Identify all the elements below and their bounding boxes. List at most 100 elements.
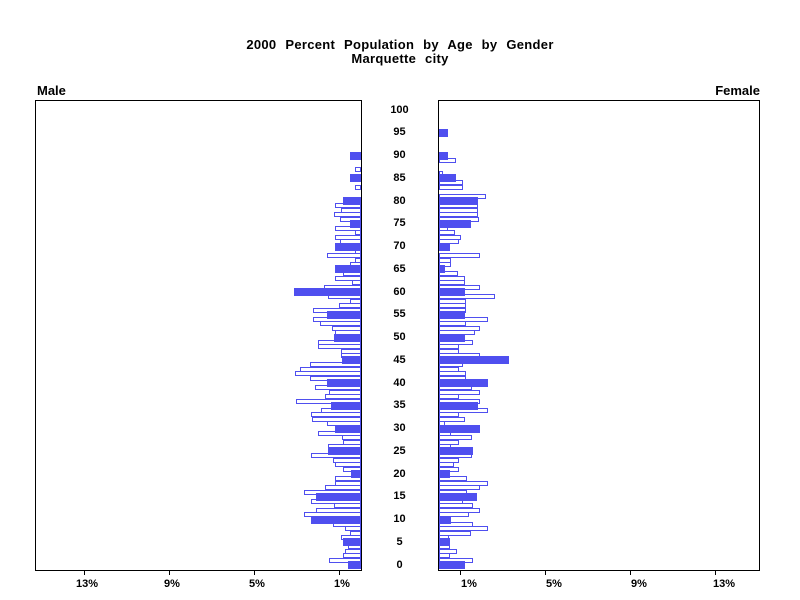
- female-side-label: Female: [715, 83, 760, 98]
- age-tick-label-50: 50: [393, 331, 406, 343]
- bar-male-age-3: [345, 549, 361, 554]
- bar-male-age-78: [341, 208, 361, 213]
- bar-female-age-5: [439, 538, 450, 546]
- bar-female-age-80: [439, 197, 478, 205]
- bar-male-age-7: [350, 531, 361, 536]
- bar-female-age-59: [439, 294, 495, 299]
- age-tick-label-60: 60: [393, 286, 406, 298]
- age-tick-label-40: 40: [393, 377, 406, 389]
- age-tick-label-75: 75: [393, 217, 406, 229]
- bar-female-age-0: [439, 561, 465, 569]
- chart-title: 2000 Percent Population by Age by Gender: [246, 37, 554, 52]
- male-tick-label-5%: 5%: [249, 578, 265, 590]
- bar-male-age-38: [329, 390, 361, 395]
- female-tick-1%: [460, 570, 461, 575]
- bar-male-age-75: [350, 220, 361, 228]
- age-tick-label-70: 70: [393, 240, 406, 252]
- bar-female-age-35: [439, 402, 478, 410]
- age-tick-label-25: 25: [393, 445, 406, 457]
- bar-female-age-19: [439, 476, 467, 481]
- age-tick-label-95: 95: [393, 126, 406, 138]
- bar-female-age-52: [439, 326, 480, 331]
- bar-female-age-15: [439, 493, 477, 501]
- chart-subtitle: Marquette city: [351, 51, 449, 66]
- bar-male-age-25: [328, 447, 361, 455]
- bar-male-age-30: [335, 425, 361, 433]
- bar-male-age-10: [311, 516, 361, 524]
- bar-male-age-55: [327, 311, 361, 319]
- bar-female-age-50: [439, 334, 465, 342]
- bar-male-age-65: [335, 265, 361, 273]
- bar-female-age-78: [439, 208, 478, 213]
- bar-female-age-23: [439, 458, 459, 463]
- bar-female-age-18: [439, 481, 488, 486]
- bar-female-age-3: [439, 549, 457, 554]
- age-tick-label-80: 80: [393, 195, 406, 207]
- female-tick-5%: [545, 570, 546, 575]
- age-tick-label-15: 15: [393, 490, 406, 502]
- female-tick-9%: [630, 570, 631, 575]
- bar-female-age-25: [439, 447, 473, 455]
- bar-male-age-67: [355, 258, 361, 263]
- bar-male-age-50: [334, 334, 361, 342]
- bar-male-age-0: [348, 561, 361, 569]
- age-tick-label-85: 85: [393, 172, 406, 184]
- male-tick-label-1%: 1%: [334, 578, 350, 590]
- bar-male-age-27: [343, 440, 361, 445]
- bar-female-age-64: [439, 271, 458, 276]
- age-tick-label-90: 90: [393, 149, 406, 161]
- age-tick-label-5: 5: [396, 536, 403, 548]
- male-tick-label-13%: 13%: [75, 578, 99, 590]
- bar-male-age-36: [296, 399, 361, 404]
- bar-female-age-60: [439, 288, 465, 296]
- bar-female-age-7: [439, 531, 471, 536]
- female-tick-label-13%: 13%: [712, 578, 736, 590]
- bar-female-age-70: [439, 243, 450, 251]
- bar-male-age-52: [332, 326, 361, 331]
- bar-male-age-35: [331, 402, 361, 410]
- bar-female-age-43: [439, 367, 459, 372]
- age-tick-label-100: 100: [390, 104, 409, 116]
- bar-male-age-44: [310, 362, 361, 367]
- male-tick-5%: [254, 570, 255, 575]
- male-tick-13%: [84, 570, 85, 575]
- female-tick-13%: [715, 570, 716, 575]
- bar-male-age-80: [343, 197, 361, 205]
- bar-male-age-70: [335, 243, 361, 251]
- bar-male-age-32: [312, 417, 361, 422]
- age-tick-label-10: 10: [393, 513, 406, 525]
- bar-female-age-63: [439, 276, 465, 281]
- bar-male-age-87: [355, 167, 361, 172]
- male-tick-label-9%: 9%: [164, 578, 180, 590]
- female-tick-label-1%: 1%: [461, 578, 477, 590]
- bar-female-age-27: [439, 440, 459, 445]
- bar-female-age-90: [439, 152, 448, 160]
- bar-female-age-55: [439, 311, 465, 319]
- bar-female-age-47: [439, 349, 459, 354]
- bar-male-age-90: [350, 152, 361, 160]
- bar-female-age-95: [439, 129, 448, 137]
- bar-male-age-15: [316, 493, 361, 501]
- bar-male-age-43: [300, 367, 361, 372]
- bar-female-age-30: [439, 425, 480, 433]
- bar-female-age-72: [439, 235, 461, 240]
- age-tick-label-65: 65: [393, 263, 406, 275]
- bar-male-age-85: [350, 174, 361, 182]
- age-tick-label-0: 0: [396, 559, 403, 571]
- bar-male-age-83: [355, 185, 361, 190]
- bar-female-age-58: [439, 299, 466, 304]
- female-tick-label-9%: 9%: [631, 578, 647, 590]
- bar-male-age-20: [351, 470, 361, 478]
- bar-male-age-63: [335, 276, 361, 281]
- bar-female-age-83: [439, 185, 463, 190]
- female-panel: [438, 100, 760, 571]
- male-tick-1%: [339, 570, 340, 575]
- bar-female-age-45: [439, 356, 509, 364]
- bar-female-age-67: [439, 258, 451, 263]
- age-tick-label-45: 45: [393, 354, 406, 366]
- bar-male-age-68: [327, 253, 361, 258]
- bar-male-age-12: [316, 508, 361, 513]
- female-tick-label-5%: 5%: [546, 578, 562, 590]
- bar-female-age-40: [439, 379, 488, 387]
